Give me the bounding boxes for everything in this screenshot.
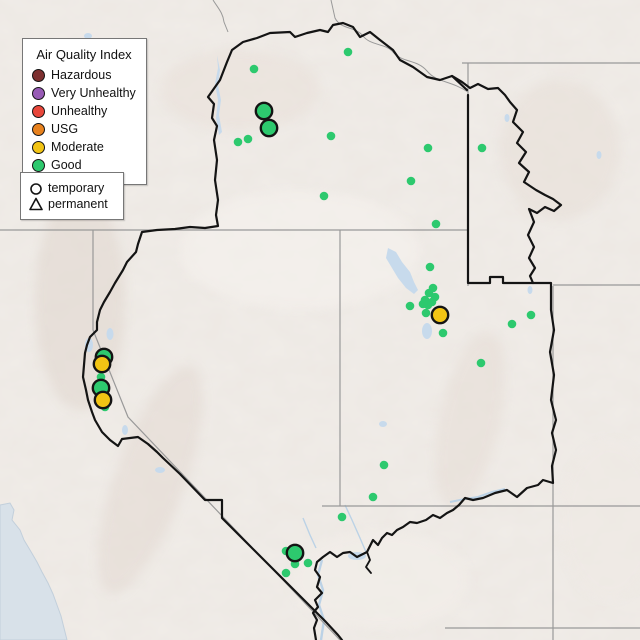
station-markers — [91, 47, 536, 578]
aqi-legend-item-hazardous: Hazardous — [32, 68, 136, 82]
station-marker-good — [249, 64, 259, 74]
station-marker-good — [406, 176, 416, 186]
aqi-legend-item-usg: USG — [32, 122, 136, 136]
permanent-triangle-icon — [29, 197, 43, 211]
station-marker-good — [303, 558, 313, 568]
station-marker-good — [285, 543, 305, 563]
station-marker-good — [507, 319, 517, 329]
aqi-legend-item-moderate: Moderate — [32, 140, 136, 154]
station-marker-good — [368, 492, 378, 502]
station-marker-good — [319, 191, 329, 201]
temporary-legend-row: temporary — [29, 181, 115, 195]
aqi-legend-item-unhealthy: Unhealthy — [32, 104, 136, 118]
station-marker-moderate — [92, 354, 112, 374]
pacific-ocean — [0, 502, 68, 640]
basin-boundary — [81, 21, 563, 640]
unhealthy-swatch-icon — [32, 104, 45, 118]
station-marker-good — [476, 358, 486, 368]
station-marker-good — [254, 101, 274, 121]
station-marker-good — [326, 131, 336, 141]
station-marker-good — [526, 310, 536, 320]
aqi-legend-item-good: Good — [32, 158, 136, 172]
station-marker-good — [343, 47, 353, 57]
station-marker-good — [418, 299, 428, 309]
aqi-legend-item-very-unhealthy: Very Unhealthy — [32, 86, 136, 100]
station-marker-moderate — [93, 390, 113, 410]
station-marker-good — [337, 512, 347, 522]
station-marker-good — [477, 143, 487, 153]
hazardous-swatch-icon — [32, 68, 45, 82]
moderate-swatch-icon — [32, 140, 45, 154]
station-marker-good — [379, 460, 389, 470]
aqi-legend-title: Air Quality Index — [36, 47, 132, 62]
station-marker-good — [281, 568, 291, 578]
marker-type-legend: temporary permanent — [20, 172, 124, 220]
station-marker-good — [243, 134, 253, 144]
good-swatch-icon — [32, 158, 45, 172]
station-marker-good — [431, 219, 441, 229]
usg-swatch-icon — [32, 122, 45, 136]
station-marker-good — [405, 301, 415, 311]
station-marker-good — [423, 143, 433, 153]
station-marker-moderate — [430, 305, 450, 325]
permanent-legend-row: permanent — [29, 197, 115, 211]
station-marker-good — [259, 118, 279, 138]
very-unhealthy-swatch-icon — [32, 86, 45, 100]
station-marker-good — [421, 308, 431, 318]
station-marker-good — [233, 137, 243, 147]
temporary-circle-icon — [30, 183, 42, 195]
aqi-legend: Air Quality Index Hazardous Very Unhealt… — [22, 38, 147, 185]
station-marker-good — [438, 328, 448, 338]
station-marker-good — [425, 262, 435, 272]
